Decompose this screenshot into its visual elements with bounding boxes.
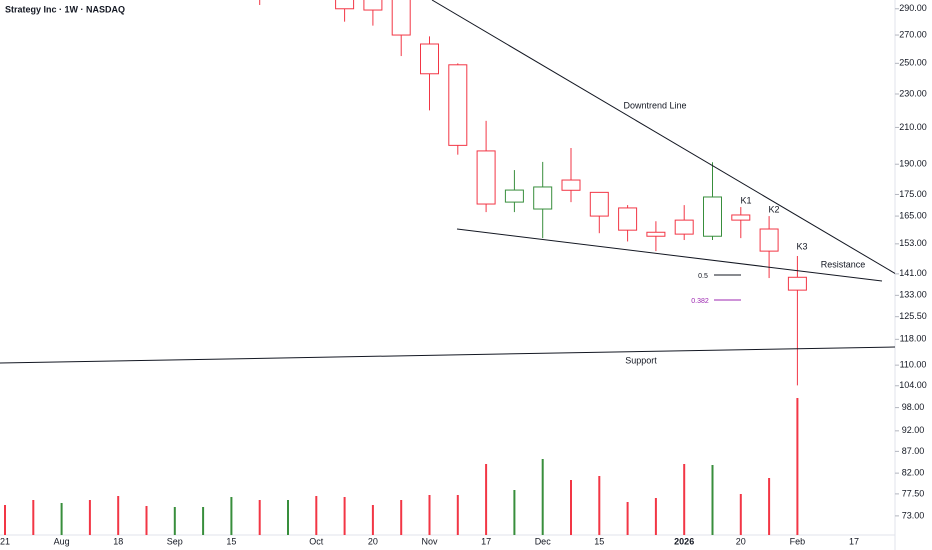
x-tick-label: 21 — [0, 536, 10, 546]
volume-bar — [541, 459, 544, 535]
x-tick-label: 17 — [481, 536, 491, 546]
y-tick-label: 104.00 — [899, 380, 927, 390]
candle-body — [589, 191, 609, 217]
x-tick-label: Oct — [309, 536, 324, 546]
annotation: 0.5 — [698, 273, 708, 280]
volume-bar — [4, 505, 6, 535]
x-tick-label: 20 — [736, 536, 746, 546]
candle-body — [561, 179, 581, 191]
y-tick-label: 141.00 — [899, 268, 927, 278]
annotation: Resistance — [821, 259, 866, 269]
y-tick-label: 77.50 — [902, 488, 925, 498]
x-tick-label: 15 — [226, 536, 236, 546]
volume-bar — [173, 507, 176, 535]
y-tick-label: 230.00 — [899, 88, 927, 98]
y-tick-label: 110.00 — [900, 360, 927, 370]
annotation: K1 — [740, 195, 751, 205]
y-tick-label: 250.00 — [899, 58, 927, 68]
volume-bar — [598, 476, 601, 535]
y-tick-label: 87.00 — [902, 446, 925, 456]
candle-body — [420, 43, 439, 75]
volume-bar — [768, 478, 771, 535]
annotation: Support — [625, 355, 657, 365]
candle-body — [703, 196, 722, 237]
y-tick-label: 133.00 — [899, 290, 927, 300]
x-tick-label: Nov — [421, 536, 438, 546]
volume-bar — [88, 500, 91, 535]
x-tick-label: 2026 — [674, 536, 694, 546]
volume-bar — [796, 398, 799, 535]
volume-bar — [315, 496, 318, 535]
candle-body — [391, 0, 411, 36]
volume-bar — [485, 464, 488, 535]
volume-bar — [400, 500, 403, 535]
volume-bar — [117, 496, 120, 535]
candle-body — [476, 150, 496, 205]
x-tick-label: Aug — [54, 536, 70, 546]
y-tick-label: 175.00 — [899, 189, 927, 199]
volume-bar — [513, 490, 516, 535]
y-tick-label: 118.00 — [900, 334, 927, 344]
volume-bar — [739, 494, 742, 535]
candle-body — [504, 189, 524, 203]
volume-bar — [570, 480, 572, 535]
candle-body — [618, 207, 638, 231]
y-tick-label: 82.00 — [902, 468, 925, 478]
volume-bar — [343, 497, 346, 535]
volume-bar — [654, 498, 657, 535]
volume-bar — [287, 500, 289, 535]
volume-bar — [626, 502, 629, 535]
y-tick-label: 290.00 — [899, 3, 927, 13]
candle-body — [335, 0, 355, 10]
volume-bar — [711, 465, 714, 535]
x-tick-label: 18 — [113, 536, 123, 546]
volume-bar — [145, 506, 148, 535]
volume-bar — [428, 495, 431, 535]
x-tick-label: Feb — [790, 536, 806, 546]
y-tick-label: 73.00 — [902, 510, 925, 520]
y-tick-label: 153.00 — [899, 238, 927, 248]
candle-body — [731, 214, 751, 221]
chart-title: Strategy Inc · 1W · NASDAQ — [5, 4, 125, 14]
support-line — [0, 346, 895, 364]
candle-body — [533, 186, 553, 210]
volume-bar — [683, 464, 686, 535]
x-tick-label: 20 — [368, 536, 378, 546]
y-tick-label: 165.00 — [899, 210, 927, 220]
volume-bar — [202, 507, 205, 535]
y-tick-label: 98.00 — [902, 402, 925, 412]
annotation: K3 — [796, 241, 807, 251]
downtrend-line — [431, 0, 895, 274]
y-tick-label: 270.00 — [899, 29, 927, 39]
y-tick-label: 125.50 — [899, 311, 927, 321]
candle-body — [759, 228, 779, 252]
candle-body — [787, 276, 807, 291]
volume-bar — [456, 495, 459, 535]
volume-bar — [60, 503, 63, 535]
resistance-line — [456, 228, 883, 282]
annotation: K2 — [768, 204, 779, 214]
candle-body — [674, 219, 694, 235]
x-tick-label: 15 — [594, 536, 604, 546]
volume-bar — [258, 500, 261, 535]
volume-bar — [230, 497, 233, 535]
annotation: 0.382 — [691, 298, 709, 305]
x-tick-label: Dec — [535, 536, 552, 546]
candle-body — [363, 0, 383, 11]
y-tick-label: 92.00 — [902, 425, 925, 435]
plot-area — [4, 0, 807, 535]
y-tick-label: 190.00 — [899, 159, 927, 169]
x-tick-label: Sep — [167, 536, 183, 546]
candle-body — [646, 231, 666, 237]
x-tick-label: 17 — [849, 536, 859, 546]
y-tick-label: 210.00 — [899, 122, 927, 132]
volume-bar — [371, 505, 374, 535]
drawings — [0, 0, 895, 364]
candle-body — [448, 64, 468, 146]
volume-bar — [32, 500, 35, 535]
annotation: Downtrend Line — [623, 100, 686, 110]
